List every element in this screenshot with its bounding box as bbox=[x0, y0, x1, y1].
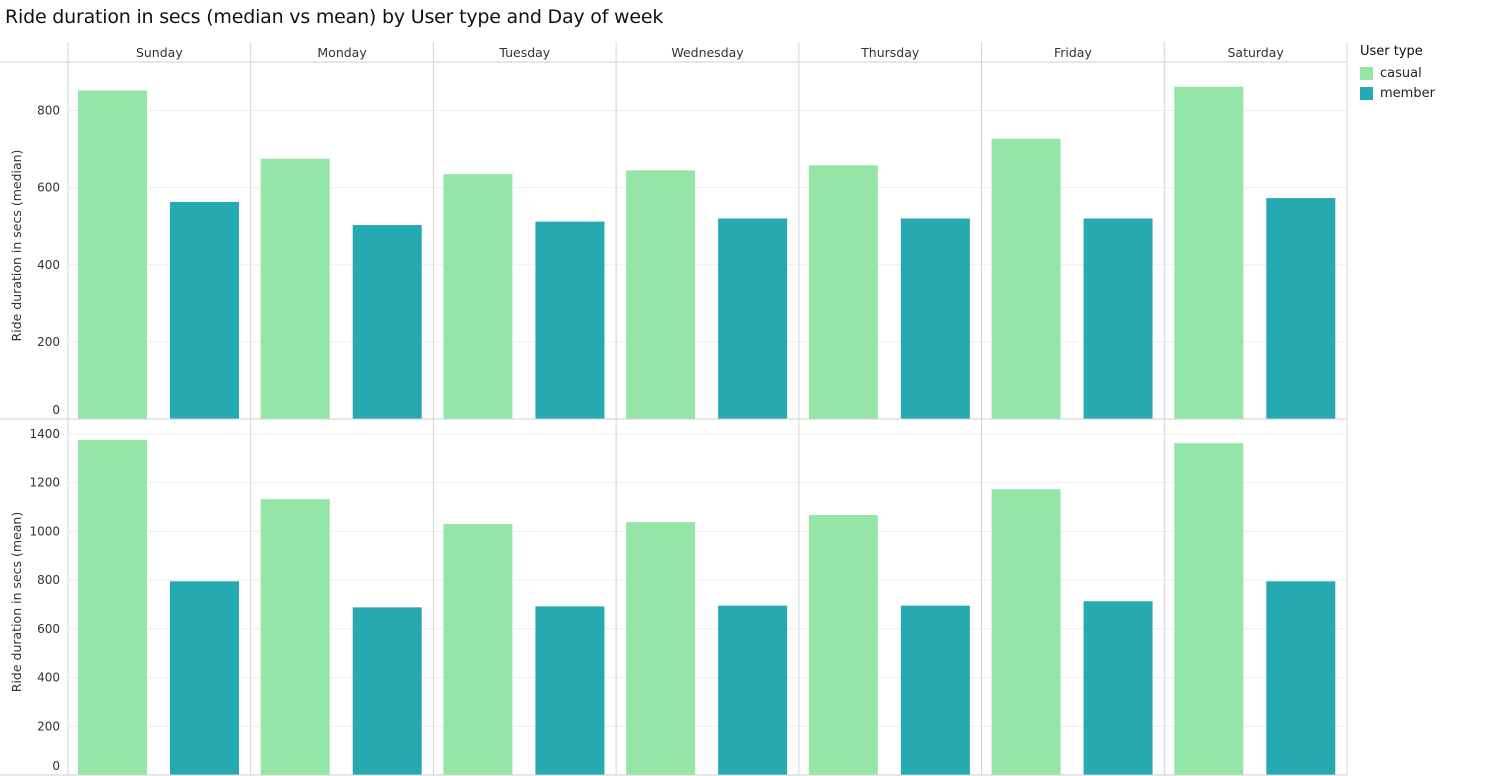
column-header-tuesday: Tuesday bbox=[498, 45, 550, 60]
y-tick-label: 1000 bbox=[29, 524, 60, 538]
y-axis-label: Ride duration in secs (median) bbox=[9, 150, 24, 342]
column-header-monday: Monday bbox=[317, 45, 367, 60]
y-tick-label: 600 bbox=[37, 622, 60, 636]
bar-member-monday[interactable] bbox=[352, 607, 422, 775]
y-tick-label: 600 bbox=[37, 181, 60, 195]
y-tick-label: 0 bbox=[52, 759, 60, 773]
bar-member-tuesday[interactable] bbox=[535, 221, 605, 419]
bar-casual-monday[interactable] bbox=[260, 499, 330, 775]
bar-member-wednesday[interactable] bbox=[718, 605, 788, 775]
y-tick-label: 800 bbox=[37, 573, 60, 587]
legend-swatch-casual bbox=[1360, 66, 1373, 80]
legend-label-casual: casual bbox=[1380, 65, 1422, 81]
y-tick-label: 1200 bbox=[29, 476, 60, 490]
bar-member-tuesday[interactable] bbox=[535, 606, 605, 775]
bar-casual-monday[interactable] bbox=[260, 158, 330, 419]
y-tick-label: 1400 bbox=[29, 427, 60, 441]
bar-casual-wednesday[interactable] bbox=[626, 522, 696, 775]
legend-swatch-member bbox=[1360, 86, 1373, 100]
y-tick-label: 800 bbox=[37, 104, 60, 118]
column-header-saturday: Saturday bbox=[1227, 45, 1284, 60]
legend-label-member: member bbox=[1380, 85, 1435, 101]
bar-casual-thursday[interactable] bbox=[808, 515, 878, 775]
chart-title: Ride duration in secs (median vs mean) b… bbox=[5, 6, 664, 28]
y-tick-label: 200 bbox=[37, 335, 60, 349]
bar-member-sunday[interactable] bbox=[170, 581, 239, 775]
column-header-thursday: Thursday bbox=[860, 45, 920, 60]
y-axis-label: Ride duration in secs (mean) bbox=[9, 512, 24, 692]
y-tick-label: 400 bbox=[37, 671, 60, 685]
bar-casual-sunday[interactable] bbox=[78, 439, 147, 775]
y-tick-label: 400 bbox=[37, 258, 60, 272]
bar-member-friday[interactable] bbox=[1083, 601, 1153, 775]
y-tick-label: 0 bbox=[52, 403, 60, 417]
bar-member-sunday[interactable] bbox=[170, 201, 239, 419]
bar-member-thursday[interactable] bbox=[900, 218, 970, 419]
column-header-wednesday: Wednesday bbox=[671, 45, 744, 60]
bar-casual-saturday[interactable] bbox=[1174, 86, 1244, 419]
legend-title: User type bbox=[1360, 44, 1423, 59]
legend-item-member[interactable]: member bbox=[1360, 83, 1435, 103]
bar-member-wednesday[interactable] bbox=[718, 218, 788, 419]
y-tick-label: 200 bbox=[37, 719, 60, 733]
bar-casual-friday[interactable] bbox=[991, 138, 1061, 419]
bar-casual-sunday[interactable] bbox=[78, 90, 147, 420]
legend-item-casual[interactable]: casual bbox=[1360, 63, 1435, 83]
bar-member-thursday[interactable] bbox=[900, 605, 970, 775]
bar-casual-tuesday[interactable] bbox=[443, 174, 513, 419]
bar-member-monday[interactable] bbox=[352, 225, 422, 419]
legend: User type casual member bbox=[1360, 44, 1435, 103]
bar-casual-thursday[interactable] bbox=[808, 165, 878, 419]
bar-casual-friday[interactable] bbox=[991, 489, 1061, 775]
bar-casual-saturday[interactable] bbox=[1174, 443, 1244, 775]
bar-member-friday[interactable] bbox=[1083, 218, 1153, 419]
bar-member-saturday[interactable] bbox=[1266, 198, 1336, 419]
bar-casual-wednesday[interactable] bbox=[626, 170, 696, 419]
bar-casual-tuesday[interactable] bbox=[443, 524, 513, 775]
bar-member-saturday[interactable] bbox=[1266, 581, 1336, 775]
column-header-friday: Friday bbox=[1054, 45, 1092, 60]
column-header-sunday: Sunday bbox=[136, 45, 183, 60]
